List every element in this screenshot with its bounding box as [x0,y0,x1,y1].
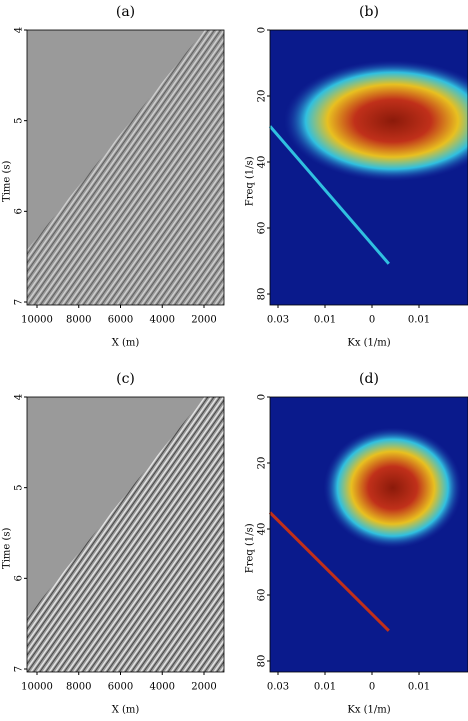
y-axis-label: Freq (1/s) [245,156,256,206]
y-tick-label: 6 [14,575,25,581]
seismic-events [27,30,224,305]
spectrum-energy [283,60,468,182]
x-tick-label: 4000 [150,315,175,326]
panel-frame [26,396,225,673]
y-tick-label: 40 [257,156,268,169]
y-tick-label: 7 [14,666,25,672]
x-tick-label: 2000 [191,315,216,326]
panel-label: (c) [116,371,135,387]
x-tick-label: 0.03 [267,315,289,326]
y-axis-label: Time (s) [2,160,13,201]
x-axis-label: Kx (1/m) [347,705,390,716]
x-tick-label: 6000 [108,682,133,693]
spectrum-energy [323,427,463,549]
y-tick-label: 80 [257,288,268,301]
x-tick-label: 0.01 [314,315,336,326]
x-tick-label: 8000 [66,682,91,693]
x-tick-label: 2000 [191,682,216,693]
panel-frame [269,396,468,673]
panel-label: (a) [116,4,135,20]
x-tick-label: 0.03 [267,682,289,693]
x-tick-label: 0.01 [408,682,430,693]
x-axis-label: X (m) [112,705,140,716]
x-tick-label: 4000 [150,682,175,693]
spectrum-line [268,511,390,632]
y-tick-label: 5 [14,117,25,123]
x-tick-label: 10000 [21,315,53,326]
y-tick-label: 20 [257,90,268,103]
x-axis-label: X (m) [112,338,140,349]
x-tick-label: 6000 [108,315,133,326]
panel-label: (d) [359,371,379,387]
x-tick-label: 0.01 [314,682,336,693]
panel-label: (b) [359,4,379,20]
y-tick-label: 0 [257,27,268,33]
y-axis-label: Freq (1/s) [245,523,256,573]
panel-frame [26,29,225,306]
x-tick-label: 10000 [21,682,53,693]
x-tick-label: 8000 [66,315,91,326]
y-tick-label: 80 [257,655,268,668]
y-tick-label: 4 [14,27,25,33]
x-tick-label: 0 [369,682,375,693]
x-tick-label: 0.01 [408,315,430,326]
seismic-events [27,397,224,672]
y-tick-label: 7 [14,299,25,305]
x-axis-label: Kx (1/m) [347,338,390,349]
y-tick-label: 40 [257,523,268,536]
y-tick-label: 60 [257,589,268,602]
y-tick-label: 0 [257,394,268,400]
y-axis-label: Time (s) [2,527,13,568]
panel-frame [269,29,468,306]
y-tick-label: 5 [14,484,25,490]
y-tick-label: 60 [257,222,268,235]
y-tick-label: 6 [14,208,25,214]
y-tick-label: 4 [14,394,25,400]
y-tick-label: 20 [257,457,268,470]
spectrum-line [268,125,390,265]
x-tick-label: 0 [369,315,375,326]
